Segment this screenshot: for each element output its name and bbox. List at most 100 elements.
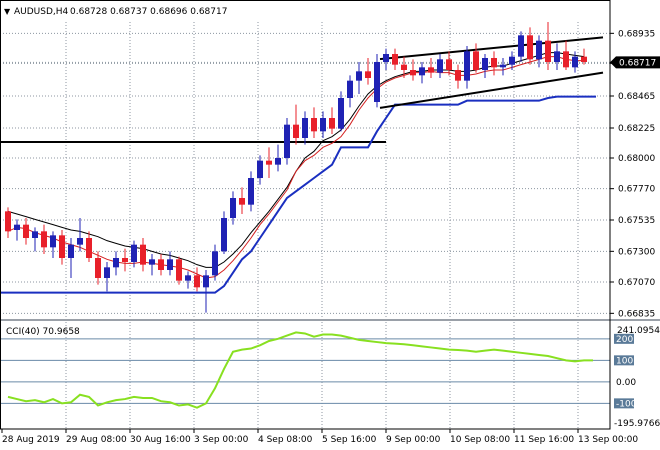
candle-body (365, 71, 371, 78)
time-tick-label: 30 Aug 16:00 (130, 435, 191, 445)
candle (572, 51, 578, 73)
price-axis: 0.689350.687100.684650.682250.680000.677… (610, 29, 655, 319)
candle-body (518, 35, 524, 57)
candle (5, 207, 11, 238)
candle-body (158, 259, 164, 270)
candle (149, 254, 155, 276)
candle (320, 111, 326, 138)
candle-body (293, 124, 299, 138)
candle (77, 218, 83, 252)
candle (428, 58, 434, 78)
candle (554, 43, 560, 70)
candle (491, 51, 497, 76)
candle (293, 104, 299, 145)
cci-level-badge (614, 333, 634, 344)
candlesticks (5, 22, 587, 313)
symbol-label: AUDUSD,H4 (14, 7, 69, 17)
candle (32, 227, 38, 252)
candle-body (131, 244, 137, 262)
envelope-path (0, 95, 596, 294)
candle-body (230, 198, 236, 218)
price-tick-label: 0.68935 (618, 29, 655, 39)
candle-body (410, 70, 416, 76)
candle-body (320, 118, 326, 132)
price-tick-label: 0.68465 (618, 92, 655, 102)
candle-body (374, 62, 380, 102)
candle (122, 248, 128, 272)
price-tick-label: 0.68000 (618, 154, 655, 164)
candle-body (473, 51, 479, 70)
price-tick-label: 0.68225 (618, 124, 655, 134)
candle-body (149, 259, 155, 265)
candle-body (122, 258, 128, 262)
candle (347, 75, 353, 108)
price-tick-label: 0.67300 (618, 247, 655, 257)
candle-body (347, 80, 353, 98)
candle (203, 270, 209, 313)
candle-body (257, 160, 263, 178)
candle-body (428, 67, 434, 73)
candle (104, 262, 110, 292)
cci-grid (65, 322, 579, 428)
candle-body (221, 218, 227, 252)
candle-body (536, 40, 542, 60)
candle (23, 218, 29, 245)
candle (401, 56, 407, 78)
candle (266, 147, 272, 178)
cci-level-label: -100 (616, 399, 637, 409)
candle (581, 48, 587, 65)
candle-body (212, 251, 218, 276)
envelope-line (0, 95, 596, 294)
cci-level-lines (0, 338, 610, 404)
candle (113, 251, 119, 276)
candle-body (500, 64, 506, 68)
candle-body (554, 51, 560, 62)
candle (131, 240, 137, 268)
cci-level-badge (614, 398, 634, 409)
candle (446, 51, 452, 76)
candle-body (581, 56, 587, 62)
candle-body (185, 275, 191, 281)
candle-body (437, 59, 443, 73)
candle-body (464, 51, 470, 81)
candle-body (419, 67, 425, 76)
candle (356, 62, 362, 94)
price-tick-label: 0.67770 (618, 185, 655, 195)
time-tick-label: 11 Sep 16:00 (514, 435, 574, 445)
candle (185, 271, 191, 289)
candle-body (491, 58, 497, 68)
candle-body (50, 235, 56, 248)
price-tick-label: 0.67070 (618, 278, 655, 288)
cci-level-badge (614, 355, 634, 366)
candle-body (167, 259, 173, 270)
candle-body (563, 51, 569, 68)
candle (338, 91, 344, 132)
candle (563, 40, 569, 70)
time-tick-label: 29 Aug 08:00 (66, 435, 127, 445)
candle-body (14, 224, 20, 230)
candle (239, 187, 245, 214)
cci-lower-value: -195.9766 (614, 419, 660, 429)
time-tick-label: 13 Sep 00:00 (578, 435, 638, 445)
candle (419, 62, 425, 84)
candle (257, 155, 263, 185)
candle (221, 211, 227, 254)
candle (509, 51, 515, 70)
candle-body (329, 118, 335, 129)
cci-label: CCI(40) 70.9658 (6, 327, 80, 337)
candle-body (77, 238, 83, 245)
candle (464, 46, 470, 89)
candle-body (302, 118, 308, 138)
candle-body (32, 231, 38, 238)
time-tick-label: 4 Sep 08:00 (258, 435, 313, 445)
candle-body (338, 98, 344, 129)
channel-line (379, 71, 604, 109)
candle-body (86, 238, 92, 258)
collapse-triangle-icon[interactable]: ▼ (4, 7, 11, 16)
candle (527, 27, 533, 65)
candle (248, 171, 254, 212)
candle (167, 251, 173, 276)
candle-body (140, 244, 146, 265)
candle (194, 267, 200, 292)
